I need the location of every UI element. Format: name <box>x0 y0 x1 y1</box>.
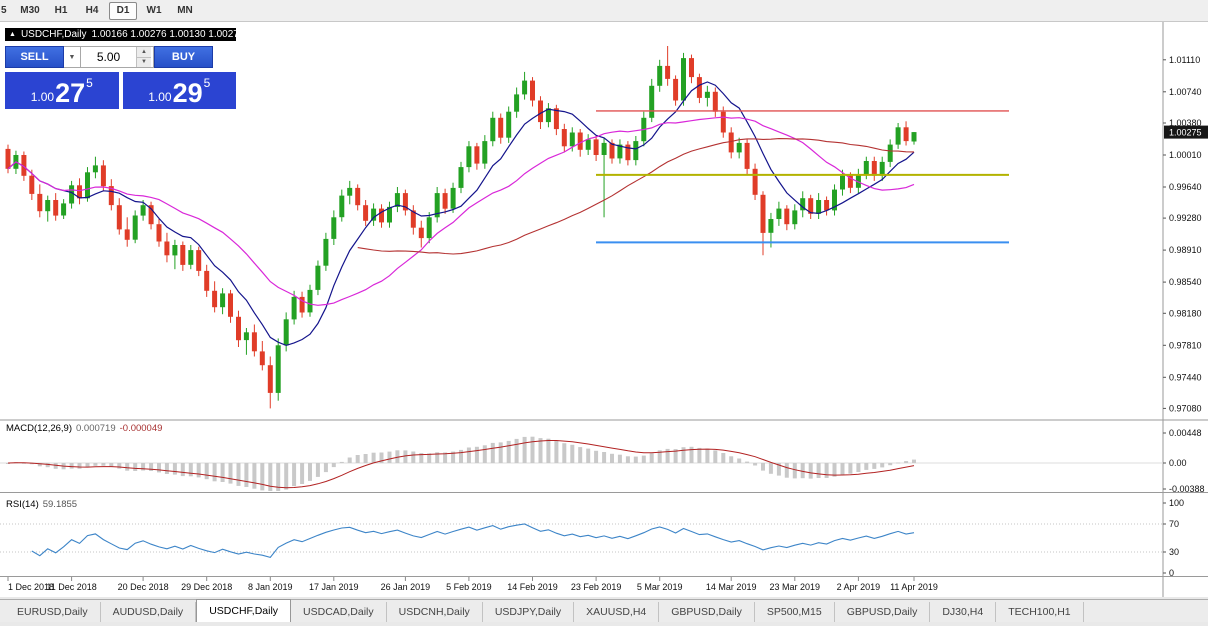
chart-tab-usdcnh-daily[interactable]: USDCNH,Daily <box>387 602 483 622</box>
svg-text:0.99640: 0.99640 <box>1169 182 1202 192</box>
sell-price-pips: 27 <box>55 78 86 108</box>
svg-text:11 Dec 2018: 11 Dec 2018 <box>46 582 96 592</box>
timeframe-toolbar: 5 M30 H1 H4 D1 W1 MN <box>0 0 1208 22</box>
svg-text:1.00010: 1.00010 <box>1169 150 1202 160</box>
sell-price-tile[interactable]: 1.00 27 5 <box>5 72 119 109</box>
timeframe-button-H1[interactable]: H1 <box>54 5 68 16</box>
svg-text:0.00: 0.00 <box>1169 458 1187 468</box>
svg-text:23 Feb 2019: 23 Feb 2019 <box>571 582 622 592</box>
macd-indicator-label: MACD(12,26,9) 0.000719 -0.000049 <box>6 423 163 434</box>
svg-text:23 Mar 2019: 23 Mar 2019 <box>770 582 821 592</box>
svg-text:1.00380: 1.00380 <box>1169 118 1202 128</box>
timeframe-button-5[interactable]: 5 <box>1 5 7 16</box>
one-click-trading-panel: ▲ USDCHF,Daily 1.00166 1.00276 1.00130 1… <box>5 28 244 109</box>
chart-tab-xauusd-h4[interactable]: XAUUSD,H4 <box>574 602 660 622</box>
buy-price-frac: 5 <box>203 76 211 90</box>
rsi-indicator-label: RSI(14) 59.1855 <box>6 499 78 510</box>
volume-decrease-button[interactable]: ▼ <box>137 57 151 67</box>
svg-text:2 Apr 2019: 2 Apr 2019 <box>837 582 881 592</box>
volume-dropdown-icon[interactable]: ▼ <box>64 46 81 68</box>
svg-text:0: 0 <box>1169 568 1174 578</box>
svg-text:5 Feb 2019: 5 Feb 2019 <box>446 582 492 592</box>
sell-price-frac: 5 <box>86 76 93 90</box>
svg-text:0.97810: 0.97810 <box>1169 340 1202 350</box>
chart-tab-audusd-daily[interactable]: AUDUSD,Daily <box>101 602 197 622</box>
buy-button[interactable]: BUY <box>154 46 213 68</box>
timeframe-button-H4[interactable]: H4 <box>85 5 99 16</box>
timeframe-button-M30[interactable]: M30 <box>20 5 40 16</box>
svg-text:5 Mar 2019: 5 Mar 2019 <box>637 582 683 592</box>
svg-text:0.98540: 0.98540 <box>1169 277 1202 287</box>
buy-price-base: 1.00 <box>148 90 172 104</box>
svg-text:0.99280: 0.99280 <box>1169 213 1202 223</box>
chart-tab-gbpusd-daily[interactable]: GBPUSD,Daily <box>659 602 755 622</box>
svg-text:14 Mar 2019: 14 Mar 2019 <box>706 582 757 592</box>
chart-tab-eurusd-daily[interactable]: EURUSD,Daily <box>5 602 101 622</box>
chart-tab-dj30-h4[interactable]: DJ30,H4 <box>930 602 997 622</box>
svg-text:0.98910: 0.98910 <box>1169 245 1202 255</box>
buy-price-tile[interactable]: 1.00 29 5 <box>122 72 236 109</box>
svg-text:0.97440: 0.97440 <box>1169 372 1202 382</box>
chart-tab-tech100-h1[interactable]: TECH100,H1 <box>996 602 1084 622</box>
chart-tab-usdchf-daily[interactable]: USDCHF,Daily <box>196 599 292 622</box>
svg-text:0.97080: 0.97080 <box>1169 403 1202 413</box>
volume-increase-button[interactable]: ▲ <box>137 47 151 58</box>
buy-price-pips: 29 <box>172 78 203 108</box>
timeframe-button-MN[interactable]: MN <box>177 5 193 16</box>
svg-text:1.00740: 1.00740 <box>1169 87 1202 97</box>
svg-text:14 Feb 2019: 14 Feb 2019 <box>507 582 558 592</box>
svg-text:1.00275: 1.00275 <box>1169 128 1202 138</box>
svg-text:0.00448: 0.00448 <box>1169 428 1202 438</box>
chart-ohlc-values: 1.00166 1.00276 1.00130 1.00275 <box>91 29 245 40</box>
svg-text:30: 30 <box>1169 547 1179 557</box>
chart-tab-usdjpy-daily[interactable]: USDJPY,Daily <box>483 602 575 622</box>
timeframe-button-D1[interactable]: D1 <box>109 1 137 20</box>
svg-text:20 Dec 2018: 20 Dec 2018 <box>118 582 169 592</box>
collapse-panel-icon[interactable]: ▲ <box>9 31 16 38</box>
svg-text:11 Apr 2019: 11 Apr 2019 <box>890 582 938 592</box>
sell-button[interactable]: SELL <box>5 46 64 68</box>
svg-text:8 Jan 2019: 8 Jan 2019 <box>248 582 293 592</box>
svg-text:70: 70 <box>1169 519 1179 529</box>
chart-tab-usdcad-daily[interactable]: USDCAD,Daily <box>291 602 387 622</box>
svg-text:29 Dec 2018: 29 Dec 2018 <box>181 582 232 592</box>
sell-price-base: 1.00 <box>30 90 55 104</box>
svg-text:100: 100 <box>1169 498 1184 508</box>
svg-text:17 Jan 2019: 17 Jan 2019 <box>309 582 359 592</box>
chart-ohlc-bar: ▲ USDCHF,Daily 1.00166 1.00276 1.00130 1… <box>5 28 244 41</box>
chart-tab-bar: EURUSD,Daily AUDUSD,Daily USDCHF,Daily USDC… <box>0 599 1208 622</box>
svg-text:0.98180: 0.98180 <box>1169 308 1202 318</box>
timeframe-button-W1[interactable]: W1 <box>146 5 162 16</box>
svg-text:1.01110: 1.01110 <box>1169 55 1200 65</box>
chart-symbol-label: USDCHF,Daily <box>20 29 87 40</box>
svg-text:-0.00388: -0.00388 <box>1169 484 1205 494</box>
svg-text:26 Jan 2019: 26 Jan 2019 <box>381 582 431 592</box>
svg-text:1 Dec 2018: 1 Dec 2018 <box>8 582 54 592</box>
chart-tab-gbpusd-daily[interactable]: GBPUSD,Daily <box>835 602 931 622</box>
chart-tab-sp500-m15[interactable]: SP500,M15 <box>755 602 835 622</box>
volume-input[interactable] <box>81 47 136 67</box>
